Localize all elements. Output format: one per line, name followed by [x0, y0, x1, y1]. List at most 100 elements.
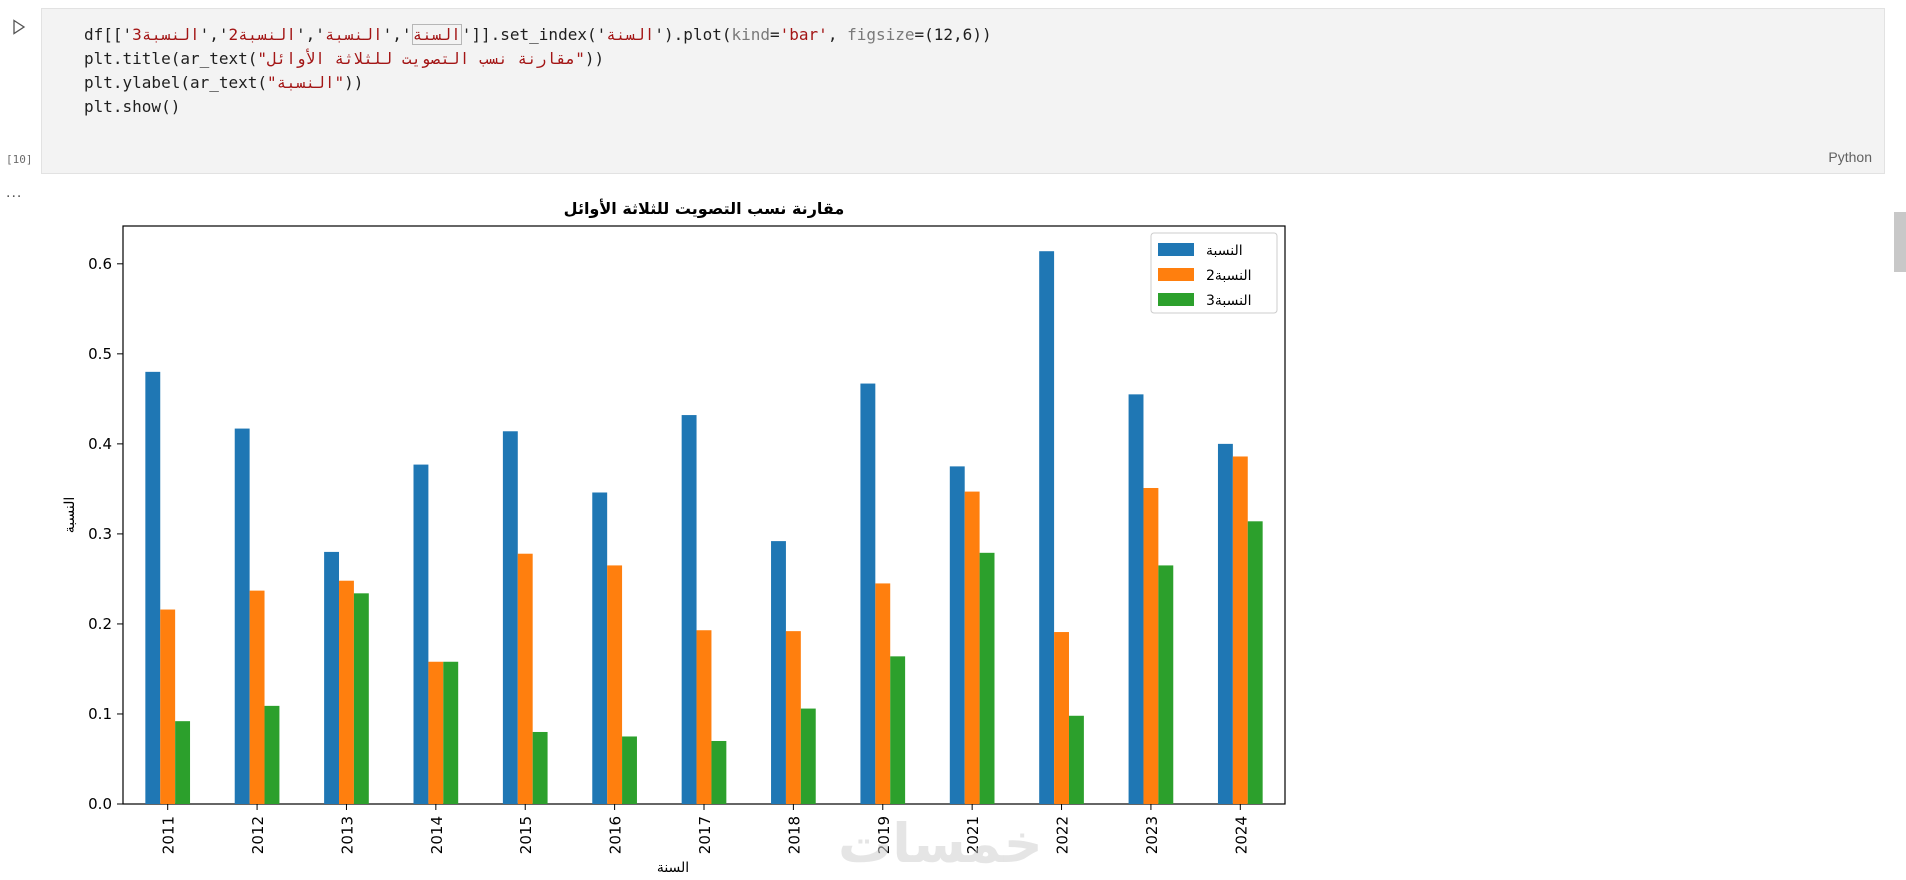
legend-label: النسبة2 — [1206, 268, 1252, 284]
bar — [145, 371, 161, 804]
code-token: = — [770, 25, 780, 44]
code-token: plt.title(ar_text( — [84, 49, 258, 68]
bar — [160, 609, 176, 804]
bar — [1128, 394, 1144, 804]
code-token: ',' — [382, 25, 412, 44]
code-token: ').plot( — [654, 25, 732, 44]
bar — [264, 705, 280, 804]
chart-title: مقارنة نسب التصويت للثلاثة الأوائل — [564, 199, 845, 218]
play-icon — [13, 19, 26, 35]
legend-swatch — [1158, 268, 1194, 281]
bar — [324, 551, 340, 804]
code-token: 'bar' — [779, 25, 828, 44]
x-axis-label: السنة — [657, 860, 689, 876]
bar — [696, 630, 712, 804]
code-token: ']].set_index(' — [461, 25, 607, 44]
bar — [517, 553, 533, 804]
output-more-button[interactable]: ... — [6, 184, 23, 201]
bar — [592, 492, 608, 804]
y-tick-label: 0.2 — [88, 615, 112, 633]
bar — [175, 721, 191, 804]
code-token: )) — [584, 49, 605, 68]
y-tick-label: 0.0 — [88, 795, 112, 813]
bar — [771, 541, 786, 804]
y-axis-label: النسبة — [62, 497, 78, 534]
bar — [711, 740, 727, 804]
legend-label: النسبة3 — [1206, 293, 1252, 309]
bar — [964, 491, 980, 804]
x-tick-label: 2015 — [517, 816, 535, 854]
bar — [249, 590, 265, 804]
bar — [413, 464, 429, 804]
x-tick-label: 2024 — [1232, 816, 1250, 854]
x-tick-label: 2012 — [249, 816, 267, 854]
bar — [800, 708, 816, 804]
bar — [339, 580, 354, 804]
legend-swatch — [1158, 243, 1194, 256]
x-tick-label: 2018 — [785, 816, 803, 854]
bar — [1158, 565, 1174, 804]
bar — [890, 656, 906, 804]
y-tick-label: 0.5 — [88, 345, 112, 363]
y-tick-label: 0.4 — [88, 435, 112, 453]
code-token: "النسبة" — [267, 73, 345, 92]
code-token: df[[' — [84, 25, 133, 44]
code-token: ',' — [199, 25, 229, 44]
bar — [785, 631, 801, 804]
x-tick-label: 2022 — [1054, 816, 1072, 854]
code-token: السنة — [411, 24, 462, 45]
code-editor[interactable]: df[[' السنة','النسبة','النسبة2','النسبة3 '… — [84, 23, 992, 119]
y-tick-label: 0.1 — [88, 705, 112, 723]
code-token: "مقارنة نسب التصويت للثلاثة الأوائل" — [257, 49, 585, 68]
x-tick-label: 2013 — [338, 816, 356, 854]
y-tick-label: 0.6 — [88, 255, 112, 273]
code-token: plt.ylabel(ar_text( — [84, 73, 268, 92]
bar — [1039, 251, 1055, 804]
execution-count: [10] — [6, 153, 33, 166]
code-token: النسبة2 — [228, 25, 296, 44]
bar — [428, 661, 444, 804]
bar — [681, 415, 697, 804]
code-token: )) — [344, 73, 364, 92]
x-tick-label: 2023 — [1143, 816, 1161, 854]
code-token: السنة — [606, 25, 655, 44]
bar — [875, 583, 891, 804]
x-tick-label: 2021 — [964, 816, 982, 854]
bar — [234, 428, 250, 804]
bar — [443, 661, 459, 804]
x-tick-label: 2016 — [607, 816, 625, 854]
code-token: ',' — [295, 25, 325, 44]
code-token: النسبة3 — [132, 25, 200, 44]
scrollbar-thumb[interactable] — [1894, 212, 1906, 272]
bar — [607, 565, 623, 804]
bar — [1247, 521, 1263, 804]
legend-swatch — [1158, 293, 1194, 306]
code-token: figsize — [847, 25, 915, 44]
cell-language-label[interactable]: Python — [1828, 149, 1872, 165]
code-token: النسبة — [324, 25, 383, 44]
x-tick-label: 2019 — [875, 816, 893, 854]
bar — [1232, 456, 1248, 804]
bar — [860, 383, 876, 804]
bar — [949, 466, 965, 804]
code-cell[interactable]: df[[' السنة','النسبة','النسبة2','النسبة3 '… — [41, 8, 1885, 174]
code-token: kind — [731, 25, 770, 44]
bar — [353, 593, 369, 804]
bar — [502, 431, 518, 804]
bar — [1068, 715, 1084, 804]
legend-label: النسبة — [1206, 243, 1243, 259]
x-tick-label: 2017 — [696, 816, 714, 854]
run-cell-button[interactable] — [8, 16, 30, 38]
code-token: =(12,6)) — [914, 25, 992, 44]
bar — [1143, 487, 1159, 804]
bar — [979, 552, 995, 804]
code-token: , — [827, 25, 848, 44]
x-tick-label: 2011 — [160, 816, 178, 854]
bar — [622, 736, 637, 804]
bar — [532, 731, 548, 804]
code-token: plt.show() — [84, 97, 181, 116]
bar — [1054, 632, 1069, 804]
watermark-logo: خمسات — [838, 812, 1043, 875]
y-tick-label: 0.3 — [88, 525, 112, 543]
